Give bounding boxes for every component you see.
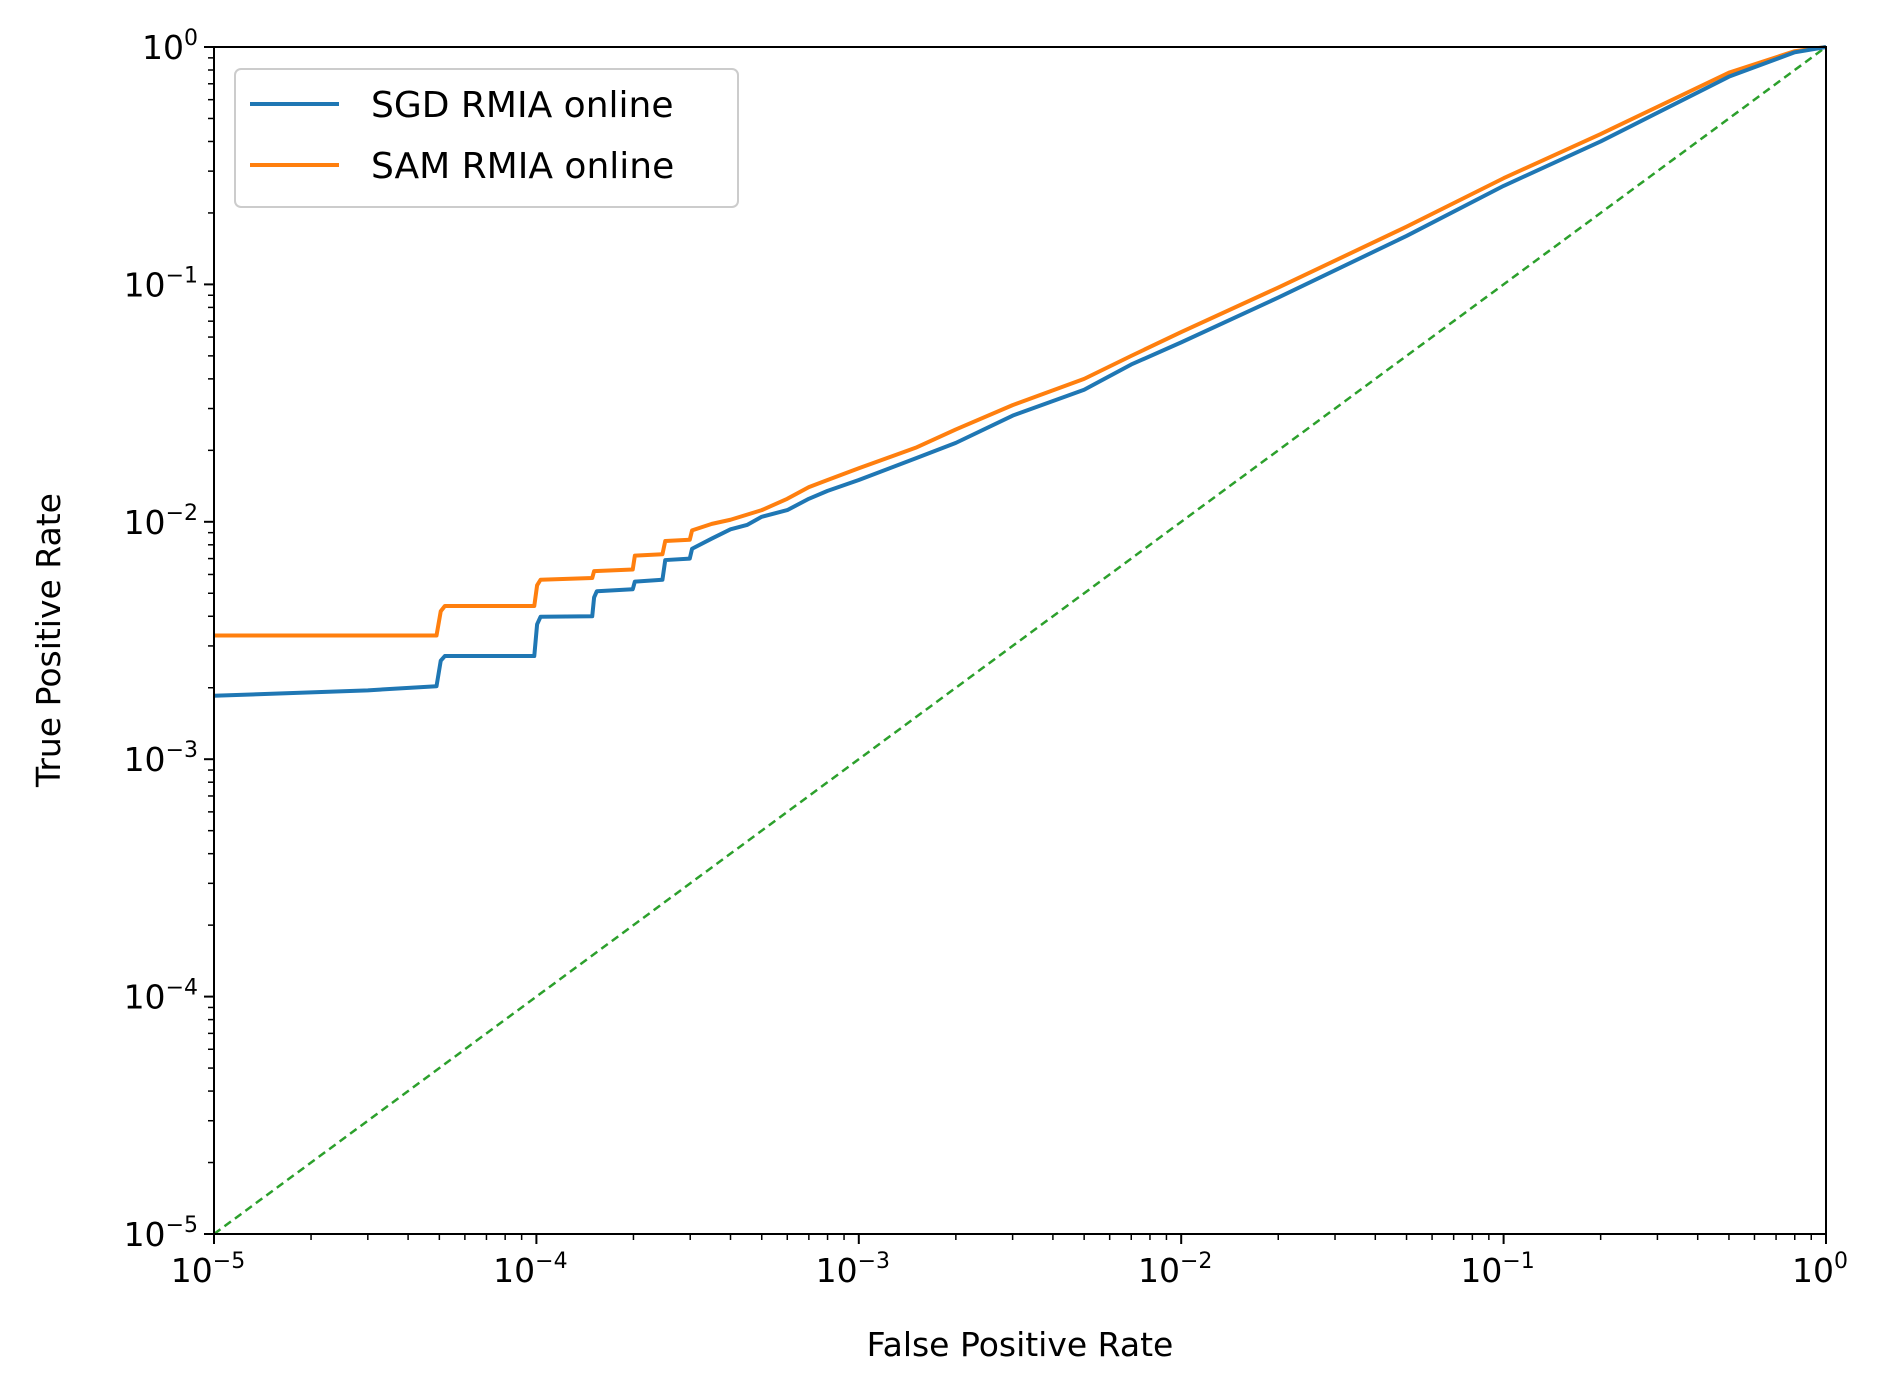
- legend-label-sam: SAM RMIA online: [371, 146, 674, 187]
- plot-frame: [213, 46, 1827, 1235]
- x-tick-label: 10−3: [816, 1249, 890, 1290]
- y-tick-label: 100: [142, 26, 198, 67]
- y-tick-label: 10−2: [124, 501, 198, 542]
- tick-labels-group: 10−5 10−4 10−3 10−2 10−1 100 10−5 10−4 10−3 10−2 1…: [124, 26, 1848, 1290]
- series-line-sgd-rmia-online: [213, 45, 1827, 698]
- y-axis-title: True Positive Rate: [29, 493, 68, 788]
- x-tick-label: 10−5: [171, 1249, 245, 1290]
- y-tick-label: 10−4: [124, 976, 198, 1017]
- y-tick-label: 10−1: [124, 263, 198, 304]
- series-line-sam-rmia-online: [214, 45, 1827, 638]
- series-line-random-baseline: [213, 45, 1827, 1236]
- x-tick-label: 10−1: [1460, 1249, 1534, 1290]
- x-tick-label: 10−2: [1138, 1249, 1212, 1290]
- x-tick-label: 10−4: [493, 1249, 567, 1290]
- y-tick-label: 10−5: [124, 1213, 198, 1254]
- x-axis-title: False Positive Rate: [867, 1325, 1174, 1364]
- x-tick-label: 100: [1792, 1249, 1848, 1290]
- legend-label-sgd: SGD RMIA online: [371, 85, 673, 126]
- series-group: [213, 45, 1827, 1236]
- legend: SGD RMIA online SAM RMIA online: [234, 68, 739, 208]
- y-tick-label: 10−3: [124, 738, 198, 779]
- legend-frame: [234, 68, 739, 208]
